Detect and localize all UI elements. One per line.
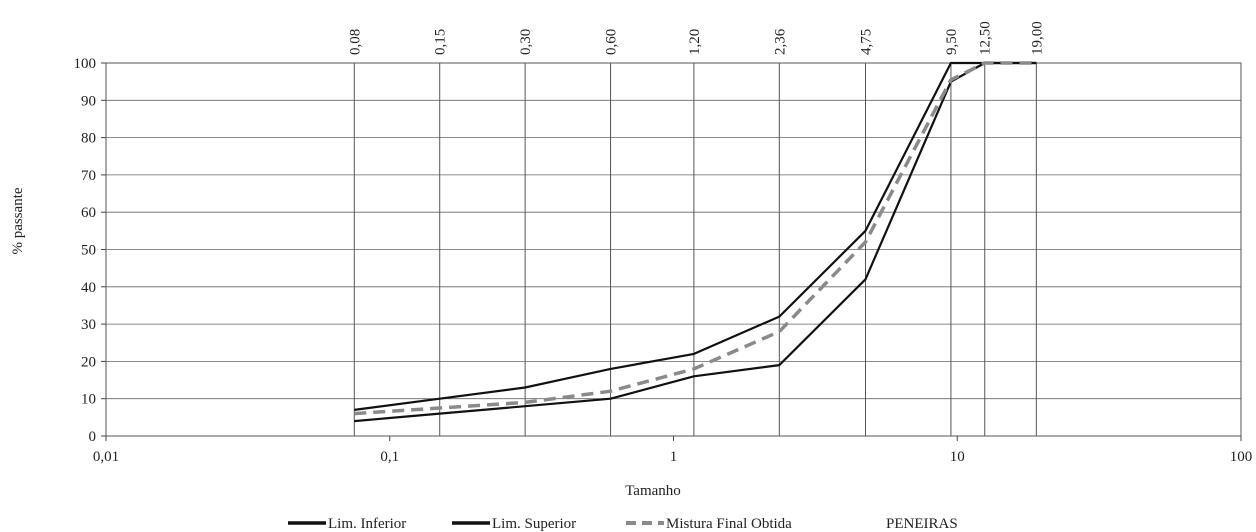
x-axis-title: Tamanho	[625, 483, 681, 499]
plot-area	[105, 62, 1242, 437]
x-tick-label: 0,01	[93, 449, 119, 465]
x-tick-labels: 0,01 0,1 1 10 100	[93, 449, 1252, 465]
y-axis-title: % passante	[10, 187, 26, 254]
sieve-label: 0,08	[347, 29, 363, 55]
sieve-label: 2,36	[772, 28, 788, 55]
y-tick-label: 60	[81, 205, 96, 221]
sieve-label: 0,60	[604, 29, 620, 55]
legend: Lim. Inferior Lim. Superior Mistura Fina…	[288, 516, 958, 532]
series-lines	[354, 61, 1037, 423]
y-tick-label: 100	[74, 56, 97, 72]
y-tick-label: 70	[81, 168, 96, 184]
y-tick-label: 50	[81, 243, 96, 259]
y-tick-label: 30	[81, 317, 96, 333]
legend-label-lim-superior: Lim. Superior	[492, 516, 576, 532]
y-tick-label: 40	[81, 280, 96, 296]
y-tick-labels: 0 10 20 30 40 50 60 70 80 90 100	[74, 56, 97, 445]
grid	[101, 62, 1242, 441]
x-tick-label: 100	[1230, 449, 1253, 465]
x-tick-label: 10	[950, 449, 965, 465]
series-line-mistura-final-obtida	[354, 61, 1037, 416]
x-tick-label: 0,1	[380, 449, 399, 465]
sieve-label: 0,15	[433, 29, 449, 55]
y-tick-label: 90	[81, 93, 96, 109]
legend-label-lim-inferior: Lim. Inferior	[328, 516, 406, 532]
sieve-label: 12,50	[978, 21, 994, 55]
sieve-label: 19,00	[1029, 21, 1045, 55]
sieve-label: 4,75	[859, 29, 875, 55]
y-tick-label: 10	[81, 392, 96, 408]
y-tick-label: 0	[89, 429, 97, 445]
sieve-lines	[353, 63, 1037, 436]
sieve-labels: 0,08 0,15 0,30 0,60 1,20 2,36 4,75 9,50 12,50 19,…	[347, 21, 1045, 55]
y-tick-label: 80	[81, 131, 96, 147]
sieve-label: 1,20	[687, 29, 703, 55]
legend-label-mistura-final: Mistura Final Obtida	[666, 516, 792, 532]
series-line-lim-superior	[354, 61, 1037, 411]
sieve-label: 9,50	[944, 29, 960, 55]
sieve-label: 0,30	[518, 29, 534, 55]
y-tick-label: 20	[81, 354, 96, 370]
x-tick-label: 1	[670, 449, 678, 465]
legend-label-peneiras: PENEIRAS	[886, 516, 958, 532]
